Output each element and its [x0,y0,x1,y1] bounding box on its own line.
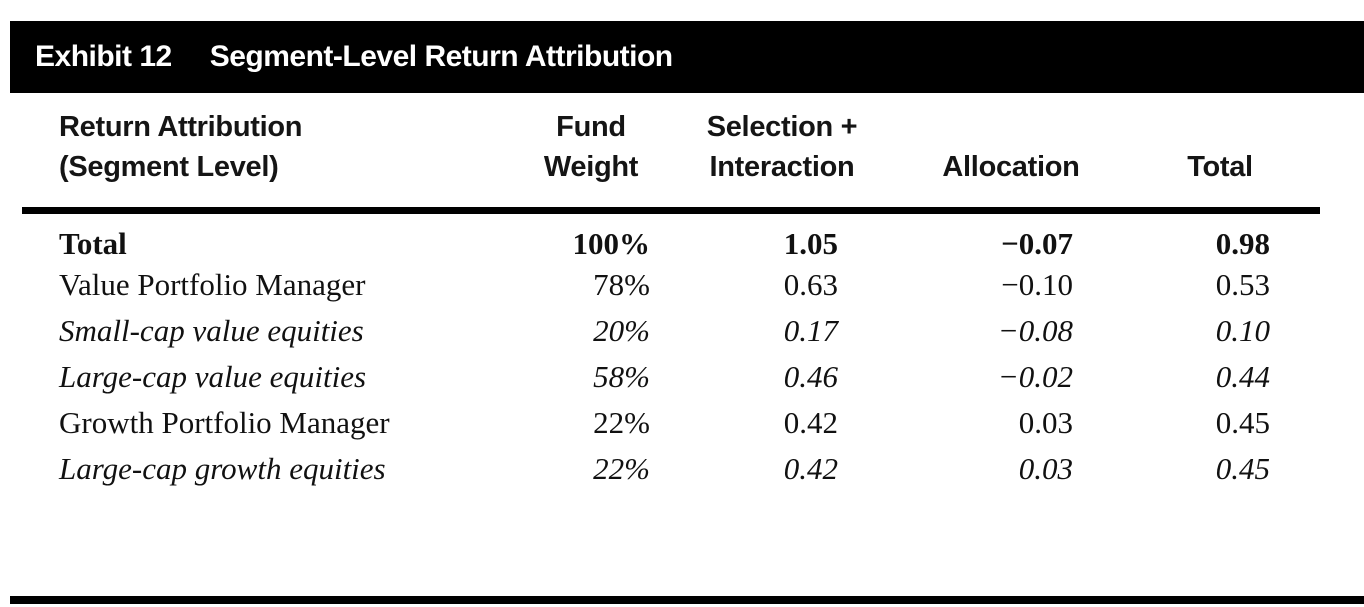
table-row-large-cap-growth-equities: Large-cap growth equities 22% 0.42 0.03 … [22,446,1320,492]
total-value: 0.45 [1215,405,1270,440]
header-line: Weight [543,151,639,183]
exhibit-title-bar: Exhibit 12 Segment-Level Return Attribut… [10,21,1364,93]
column-header-selection-interaction: Selection + Interaction [662,93,902,214]
fund-weight-value: 22% [593,451,650,486]
column-header-fund-weight: Fund Weight [520,93,662,214]
table-body: Total 100% 1.05 −0.07 0.98 Value Portfol… [22,211,1320,493]
total-value: 0.53 [1215,267,1270,302]
row-label: Growth Portfolio Manager [59,405,390,440]
header-line: Interaction [709,151,855,183]
allocation-value: 0.03 [1018,405,1073,440]
total-value: 0.44 [1215,359,1270,394]
allocation-value: −0.07 [1001,226,1073,261]
column-header-allocation: Allocation [902,93,1120,214]
row-label: Large-cap value equities [59,359,367,394]
selection-interaction-value: 1.05 [783,226,838,261]
row-label: Value Portfolio Manager [59,267,366,302]
header-line: (Segment Level) [59,151,279,183]
fund-weight-value: 22% [593,405,650,440]
selection-interaction-value: 0.42 [783,405,838,440]
fund-weight-value: 58% [593,359,650,394]
table-row-value-portfolio-manager: Value Portfolio Manager 78% 0.63 −0.10 0… [22,262,1320,308]
header-line: Allocation [942,151,1080,183]
header-line: Selection + [706,111,858,143]
attribution-table-container: Return Attribution (Segment Level) Fund … [22,93,1320,492]
total-value: 0.45 [1215,451,1270,486]
exhibit-number: Exhibit 12 [35,40,172,73]
selection-interaction-value: 0.46 [783,359,838,394]
allocation-value: −0.08 [997,313,1073,348]
total-value: 0.10 [1215,313,1270,348]
column-header-return-attribution: Return Attribution (Segment Level) [22,93,520,214]
column-header-total: Total [1120,93,1320,214]
attribution-table: Return Attribution (Segment Level) Fund … [22,93,1320,492]
header-line: Return Attribution [59,111,303,143]
fund-weight-value: 20% [593,313,650,348]
bottom-rule [10,596,1364,604]
allocation-value: 0.03 [1018,451,1073,486]
table-row-small-cap-value-equities: Small-cap value equities 20% 0.17 −0.08 … [22,308,1320,354]
table-row-large-cap-value-equities: Large-cap value equities 58% 0.46 −0.02 … [22,354,1320,400]
table-row-total: Total 100% 1.05 −0.07 0.98 [22,211,1320,263]
allocation-value: −0.10 [1001,267,1073,302]
row-label: Total [59,226,127,261]
header-row: Return Attribution (Segment Level) Fund … [22,93,1320,214]
selection-interaction-value: 0.17 [783,313,838,348]
row-label: Large-cap growth equities [59,451,386,486]
row-label: Small-cap value equities [59,313,364,348]
table-header: Return Attribution (Segment Level) Fund … [22,93,1320,214]
fund-weight-value: 78% [593,267,650,302]
selection-interaction-value: 0.42 [783,451,838,486]
table-row-growth-portfolio-manager: Growth Portfolio Manager 22% 0.42 0.03 0… [22,400,1320,446]
header-line: Fund [556,111,626,143]
selection-interaction-value: 0.63 [783,267,838,302]
fund-weight-value: 100% [572,226,651,261]
header-line: Total [1187,151,1253,183]
total-value: 0.98 [1215,226,1270,261]
allocation-value: −0.02 [997,359,1073,394]
exhibit-title: Segment-Level Return Attribution [209,40,673,73]
